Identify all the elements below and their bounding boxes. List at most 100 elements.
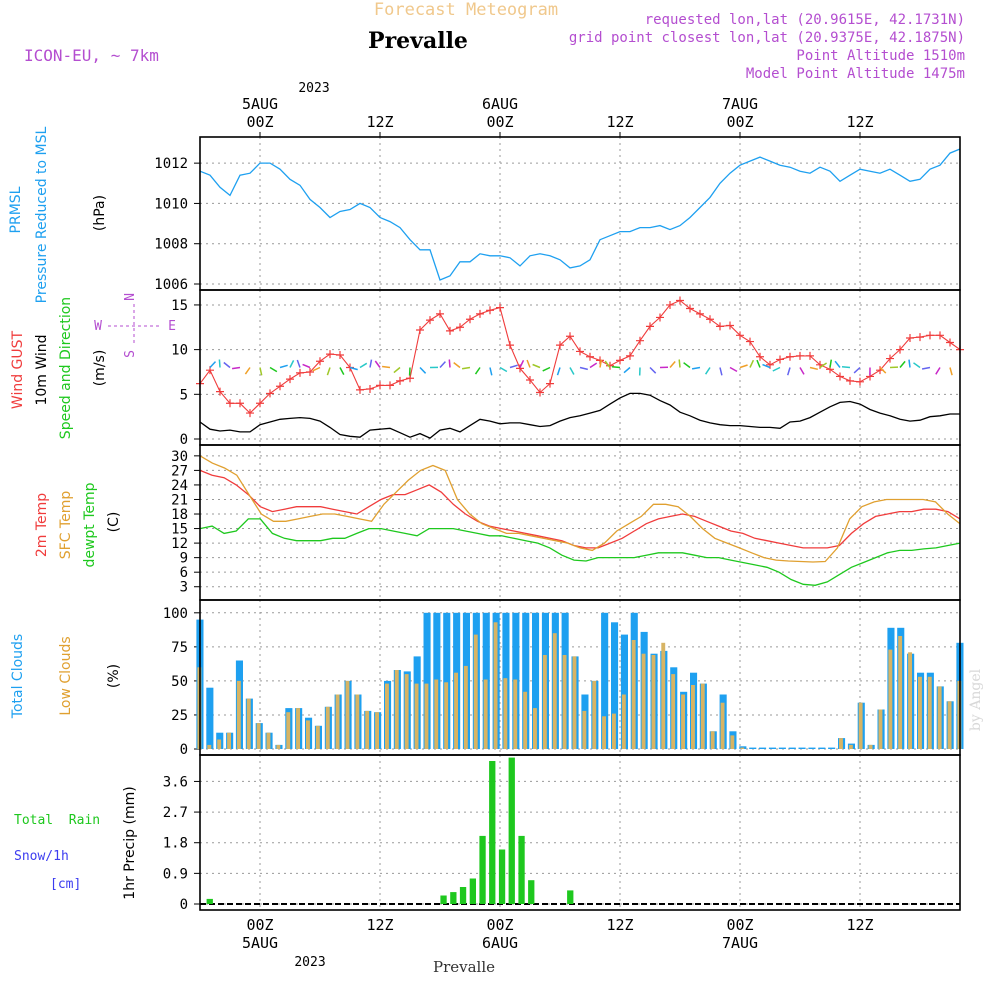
low-cloud-bar	[394, 670, 399, 749]
low-cloud-bar	[908, 652, 912, 749]
wind-arrow	[509, 364, 518, 369]
low-cloud-bar	[325, 706, 330, 749]
wind-arrow	[269, 366, 278, 373]
y-tick-label: 3.6	[163, 774, 188, 790]
gust-line	[199, 299, 961, 414]
wind-arrow	[669, 361, 676, 368]
gust-marker	[676, 296, 684, 305]
gust-marker	[416, 325, 424, 334]
gust-marker	[216, 387, 224, 396]
bottom-time-label: 00Z	[486, 916, 513, 934]
rain-bar	[489, 761, 496, 904]
gust-marker	[576, 347, 584, 356]
wind-arrow	[908, 359, 911, 368]
gust-marker	[906, 334, 914, 343]
low-cloud-bar	[266, 732, 271, 749]
label-2m-temp: 2m Temp	[34, 493, 50, 557]
y-tick-label: 3	[180, 580, 188, 596]
y-tick-label: 15	[171, 298, 188, 314]
label-celsius: (C)	[106, 512, 122, 533]
wind-arrow	[474, 367, 481, 375]
wind-arrow	[218, 359, 221, 368]
y-tick-label: 30	[171, 449, 188, 465]
gust-marker	[456, 323, 464, 332]
label-snow: Snow/1h	[14, 849, 69, 864]
low-cloud-bar	[315, 725, 320, 749]
gust-marker	[786, 352, 794, 361]
low-cloud-bar	[937, 686, 942, 749]
low-cloud-bar	[671, 674, 676, 749]
gust-marker	[856, 377, 864, 386]
panel-frame	[199, 754, 961, 911]
total-cloud-bar	[601, 612, 609, 749]
gust-marker	[446, 326, 454, 335]
low-cloud-bar	[207, 744, 212, 749]
low-cloud-bar	[276, 744, 281, 749]
y-tick-label: 9	[180, 551, 188, 567]
wind-arrow	[223, 361, 231, 369]
bottom-time-label: 12Z	[366, 916, 393, 934]
y-tick-label: 12	[171, 536, 188, 552]
top-date-label: 7AUG	[722, 95, 758, 113]
wind-arrow	[935, 367, 941, 375]
wind-arrow	[949, 367, 953, 376]
low-cloud-bar	[414, 683, 419, 749]
wind-arrow	[279, 364, 288, 369]
wind-arrow	[453, 362, 461, 369]
gust-marker	[736, 331, 744, 340]
wind-arrow	[526, 359, 531, 368]
label-dewpt-temp: dewpt Temp	[82, 482, 98, 567]
wind-arrow	[719, 367, 723, 376]
total-cloud-bar	[423, 612, 431, 749]
wind-arrow	[231, 366, 241, 370]
low-cloud-bar	[463, 665, 468, 749]
gust-marker	[466, 315, 474, 324]
wind-arrow	[259, 367, 263, 376]
wind-arrow	[853, 366, 861, 374]
low-cloud-bar	[888, 649, 893, 749]
wind-arrow	[499, 366, 508, 373]
rain-bar	[479, 835, 486, 904]
gust-marker	[946, 338, 954, 347]
compass-west: W	[94, 319, 102, 334]
low-cloud-bar	[858, 702, 863, 749]
low-cloud-bar	[454, 672, 458, 749]
gust-marker	[606, 361, 614, 370]
low-cloud-bar	[483, 679, 488, 749]
low-cloud-bar	[947, 701, 952, 749]
rain-bar	[450, 892, 457, 904]
y-tick-label: 1010	[154, 196, 188, 212]
bottom-time-label: 12Z	[846, 916, 873, 934]
wind-arrow	[302, 363, 311, 369]
low-cloud-bar	[552, 633, 557, 749]
rain-bar	[528, 880, 535, 904]
y-tick-label: 2.7	[163, 805, 188, 821]
compass-south: S	[123, 350, 138, 358]
low-cloud-bar	[740, 747, 745, 749]
low-cloud-bar	[217, 739, 222, 749]
label-snow-unit: [cm]	[50, 877, 81, 892]
top-date-label: 5AUG	[242, 95, 278, 113]
dewpt-line	[199, 518, 961, 586]
low-cloud-bar	[355, 694, 360, 749]
wind-arrow	[312, 366, 321, 372]
gust-marker	[716, 322, 724, 331]
wind-arrow	[369, 359, 373, 368]
total-cloud-bar	[818, 747, 826, 749]
gust-marker	[646, 322, 654, 331]
wind-arrow	[786, 367, 791, 376]
rain-bar	[206, 898, 213, 904]
wind-arrow	[209, 361, 217, 369]
gust-marker	[656, 313, 664, 322]
rain-bar	[498, 849, 506, 904]
gust-marker	[516, 364, 524, 373]
gust-marker	[776, 355, 784, 364]
wind-arrow	[756, 359, 761, 368]
y-tick-label: 1008	[154, 237, 188, 253]
wind-arrow	[834, 360, 841, 368]
top-year: 2023	[298, 81, 329, 96]
wind-arrow	[623, 366, 631, 374]
gust-marker	[596, 356, 604, 365]
wind-arrow	[519, 359, 525, 368]
